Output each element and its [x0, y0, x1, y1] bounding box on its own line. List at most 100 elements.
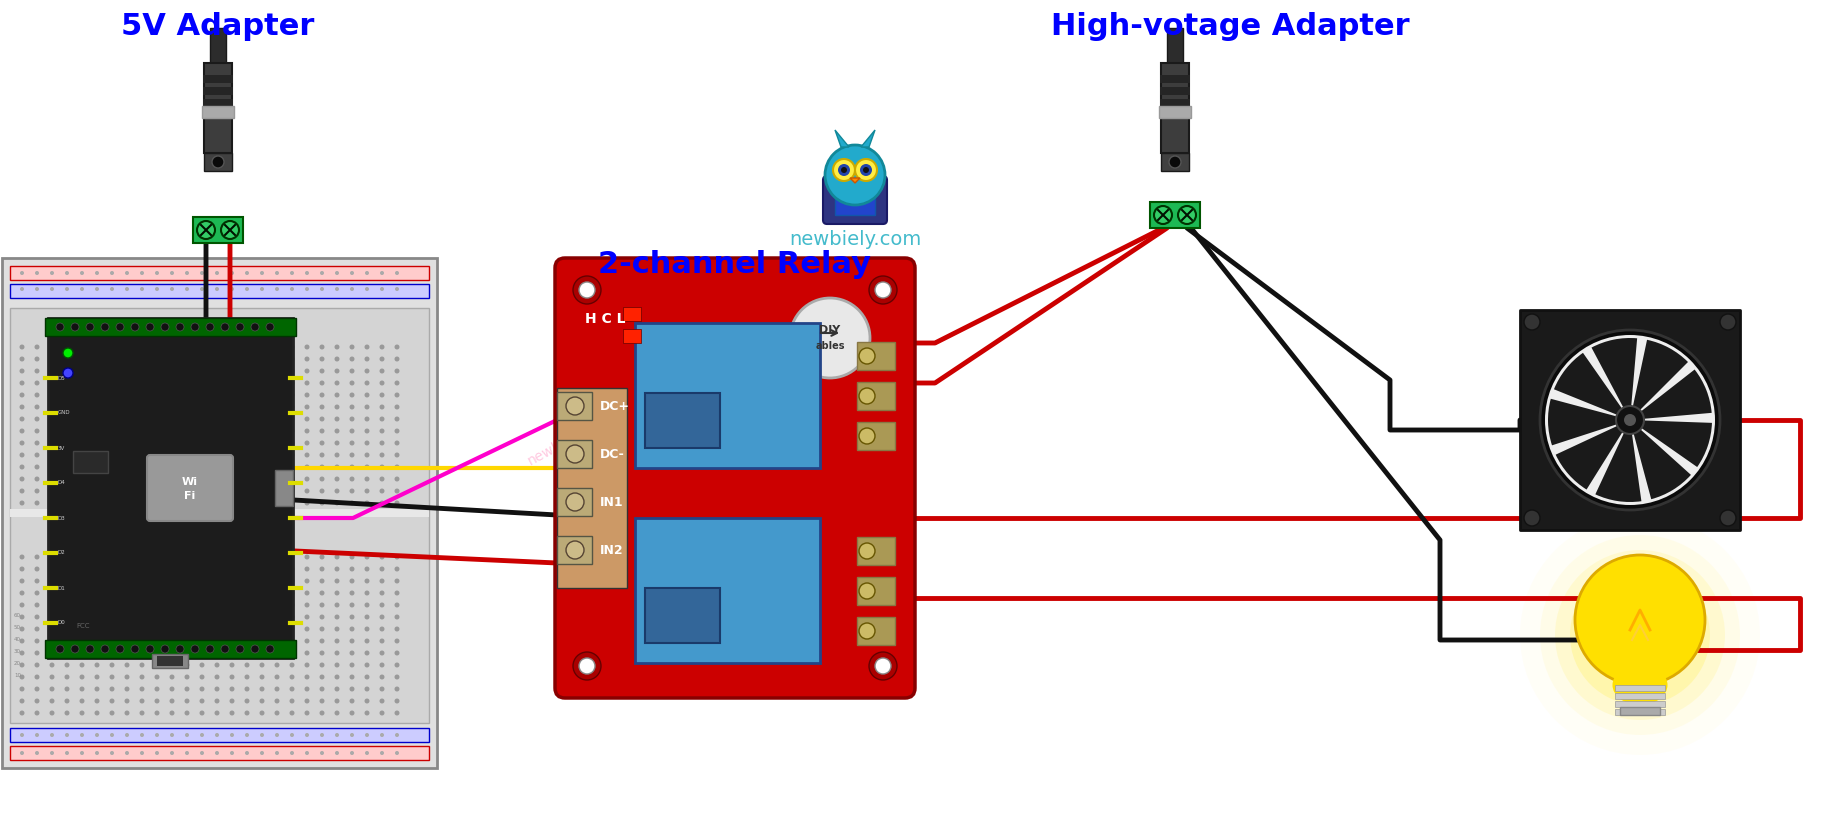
Circle shape: [365, 686, 370, 691]
Circle shape: [275, 344, 278, 349]
Circle shape: [185, 405, 189, 410]
Circle shape: [379, 626, 385, 631]
Circle shape: [176, 645, 183, 653]
Circle shape: [319, 675, 324, 680]
Circle shape: [275, 489, 278, 494]
Circle shape: [79, 699, 84, 704]
Circle shape: [394, 733, 399, 737]
Circle shape: [275, 578, 278, 583]
Circle shape: [333, 578, 339, 583]
Text: 5V Adapter: 5V Adapter: [121, 12, 315, 41]
Circle shape: [245, 733, 249, 737]
Circle shape: [170, 287, 174, 291]
Circle shape: [260, 751, 264, 755]
Circle shape: [350, 368, 354, 373]
Circle shape: [335, 271, 339, 275]
Circle shape: [95, 452, 99, 457]
Circle shape: [185, 710, 189, 715]
Circle shape: [57, 323, 64, 331]
Text: newbiely.com: newbiely.com: [205, 427, 295, 483]
Circle shape: [333, 357, 339, 362]
Wedge shape: [1629, 420, 1689, 499]
Circle shape: [260, 381, 264, 386]
Circle shape: [379, 357, 385, 362]
Bar: [1160, 75, 1189, 83]
Circle shape: [95, 639, 99, 644]
Circle shape: [304, 271, 310, 275]
Circle shape: [333, 452, 339, 457]
Circle shape: [379, 555, 385, 559]
Circle shape: [365, 733, 368, 737]
Circle shape: [185, 476, 189, 481]
Circle shape: [200, 344, 205, 349]
Circle shape: [365, 662, 370, 667]
Circle shape: [365, 675, 370, 680]
Circle shape: [154, 662, 159, 667]
Circle shape: [125, 452, 130, 457]
Circle shape: [169, 416, 174, 422]
Circle shape: [139, 392, 145, 397]
Circle shape: [161, 645, 169, 653]
Bar: [634, 518, 819, 663]
Circle shape: [365, 650, 370, 656]
Circle shape: [859, 583, 874, 599]
Circle shape: [185, 381, 189, 386]
Circle shape: [125, 465, 130, 470]
Circle shape: [275, 626, 278, 631]
Circle shape: [260, 489, 264, 494]
Circle shape: [125, 357, 130, 362]
Circle shape: [71, 645, 79, 653]
Circle shape: [333, 368, 339, 373]
Circle shape: [365, 368, 370, 373]
Circle shape: [229, 271, 234, 275]
Circle shape: [20, 441, 24, 446]
Circle shape: [379, 476, 385, 481]
Circle shape: [110, 751, 114, 755]
Circle shape: [379, 500, 385, 505]
Circle shape: [394, 578, 399, 583]
Circle shape: [125, 650, 130, 656]
Circle shape: [229, 626, 234, 631]
Circle shape: [260, 465, 264, 470]
Circle shape: [319, 591, 324, 596]
FancyBboxPatch shape: [555, 258, 914, 698]
Circle shape: [289, 287, 293, 291]
Circle shape: [251, 645, 258, 653]
Wedge shape: [1554, 353, 1629, 420]
Circle shape: [333, 626, 339, 631]
Circle shape: [64, 591, 70, 596]
Circle shape: [169, 428, 174, 433]
Circle shape: [365, 489, 370, 494]
Circle shape: [579, 282, 595, 298]
Circle shape: [95, 500, 99, 505]
Circle shape: [275, 368, 278, 373]
Circle shape: [200, 686, 205, 691]
Circle shape: [49, 699, 55, 704]
Circle shape: [333, 392, 339, 397]
Circle shape: [95, 381, 99, 386]
Circle shape: [304, 686, 310, 691]
Bar: [857, 342, 894, 370]
Circle shape: [95, 555, 99, 559]
Circle shape: [170, 733, 174, 737]
Circle shape: [245, 287, 249, 291]
Circle shape: [125, 368, 130, 373]
Circle shape: [244, 686, 249, 691]
Circle shape: [35, 591, 40, 596]
Circle shape: [110, 465, 114, 470]
Circle shape: [79, 639, 84, 644]
Circle shape: [790, 298, 870, 378]
Circle shape: [244, 500, 249, 505]
Circle shape: [260, 368, 264, 373]
Circle shape: [125, 489, 130, 494]
Bar: [1160, 87, 1189, 95]
Circle shape: [95, 368, 99, 373]
Circle shape: [304, 465, 310, 470]
Circle shape: [169, 452, 174, 457]
Circle shape: [20, 578, 24, 583]
Circle shape: [350, 381, 354, 386]
Circle shape: [1623, 414, 1636, 426]
Circle shape: [260, 639, 264, 644]
Circle shape: [379, 392, 385, 397]
Circle shape: [566, 397, 584, 415]
